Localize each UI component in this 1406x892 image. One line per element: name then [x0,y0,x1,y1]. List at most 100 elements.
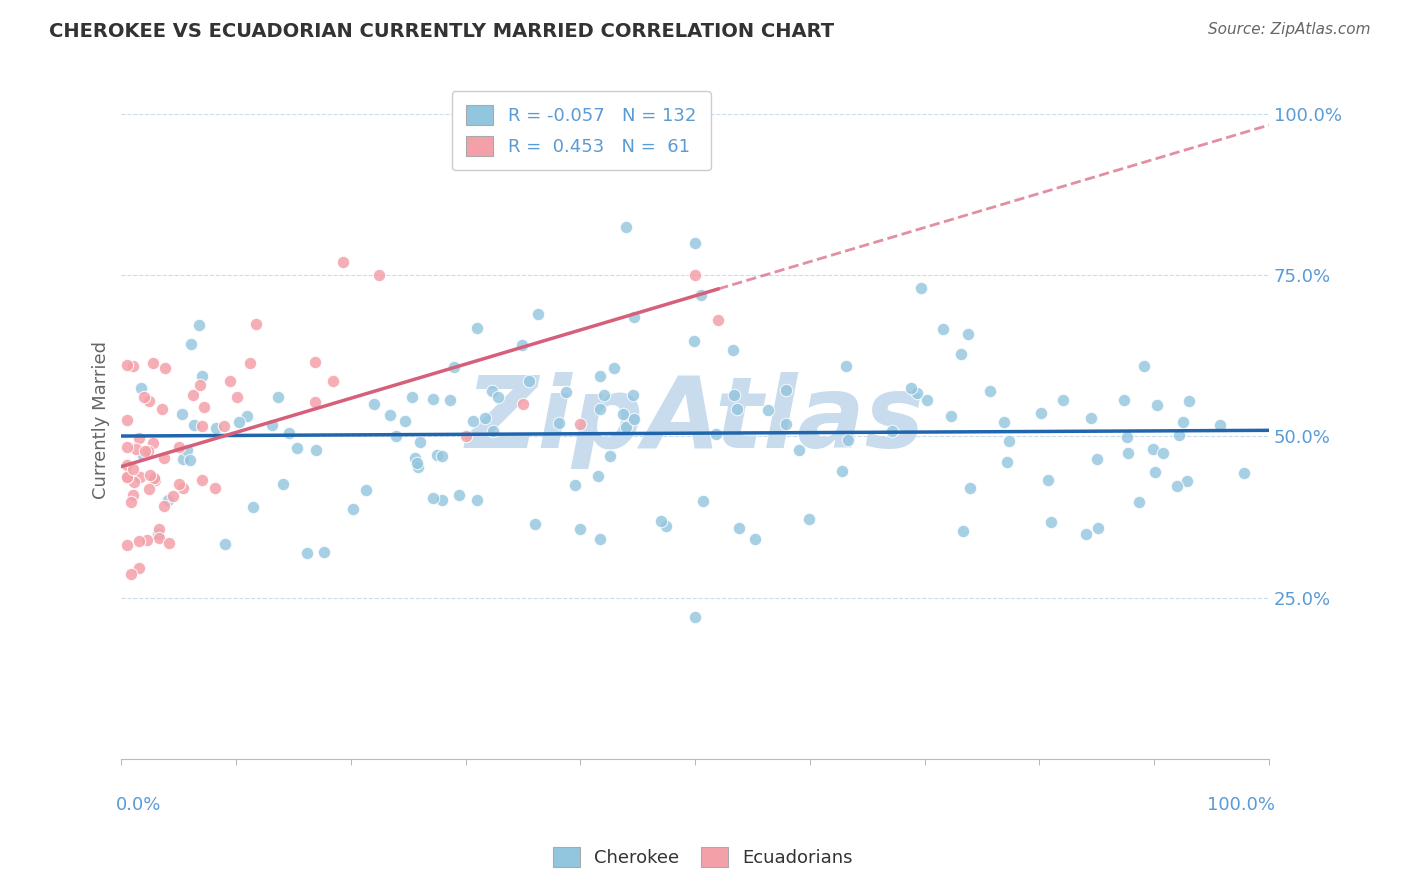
Point [1052,392,1074,407]
Point [354,483,377,497]
Point [167,441,190,455]
Point [593,388,616,402]
Point [191,369,214,384]
Point [1112,392,1135,407]
Point [1116,446,1139,460]
Point [304,354,326,368]
Point [128,533,150,548]
Point [997,434,1019,448]
Point [152,500,174,514]
Point [332,255,354,269]
Point [527,307,550,321]
Point [950,347,973,361]
Point [322,374,344,388]
Point [1175,475,1198,489]
Point [176,442,198,457]
Point [115,413,138,427]
Point [1076,526,1098,541]
Point [952,524,974,538]
Point [932,322,955,336]
Point [554,384,576,399]
Point [1166,479,1188,493]
Point [481,384,503,398]
Point [115,538,138,552]
Point [465,321,488,335]
Point [512,397,534,411]
Point [599,450,621,464]
Point [188,378,211,392]
Point [212,419,235,434]
Point [1029,406,1052,420]
Point [157,536,180,550]
Point [124,475,146,489]
Point [172,481,194,495]
Point [132,390,155,404]
Point [1144,465,1167,479]
Point [775,417,797,431]
Point [995,455,1018,469]
Y-axis label: Currently Married: Currently Married [93,342,110,500]
Point [623,310,645,324]
Point [271,476,294,491]
Point [148,531,170,545]
Point [614,419,637,434]
Point [1146,398,1168,412]
Point [128,561,150,575]
Point [121,488,143,502]
Point [756,403,779,417]
Point [378,408,401,422]
Point [439,392,461,407]
Point [124,442,146,457]
Point [1133,359,1156,373]
Point [115,358,138,372]
Point [285,441,308,455]
Point [959,481,981,495]
Point [368,268,391,283]
Point [1233,467,1256,481]
Point [1142,442,1164,456]
Point [121,462,143,476]
Legend: R = -0.057   N = 132, R =  0.453   N =  61: R = -0.057 N = 132, R = 0.453 N = 61 [451,91,710,170]
Point [586,469,609,483]
Point [167,477,190,491]
Point [430,449,453,463]
Point [267,390,290,404]
Point [512,338,534,352]
Point [129,381,152,395]
Point [426,448,449,462]
Point [775,383,797,397]
Point [979,384,1001,398]
Point [219,374,242,388]
Point [260,417,283,432]
Point [727,521,749,535]
Point [115,458,138,473]
Point [917,392,939,407]
Point [612,407,634,421]
Point [305,443,328,458]
Point [447,488,470,502]
Point [474,411,496,425]
Point [139,467,162,482]
Point [1036,473,1059,487]
Point [1167,428,1189,442]
Point [136,443,159,458]
Point [956,327,979,342]
Point [682,334,704,348]
Point [153,451,176,466]
Point [342,502,364,516]
Point [1178,394,1201,409]
Point [744,532,766,546]
Point [831,464,853,478]
Point [463,414,485,428]
Point [214,537,236,551]
Point [564,477,586,491]
Point [187,318,209,332]
Point [143,473,166,487]
Point [363,397,385,411]
Point [683,235,706,250]
Point [1171,416,1194,430]
Point [1116,429,1139,443]
Text: Source: ZipAtlas.com: Source: ZipAtlas.com [1208,22,1371,37]
Point [115,441,138,455]
Text: ZipAtlas: ZipAtlas [465,372,925,469]
